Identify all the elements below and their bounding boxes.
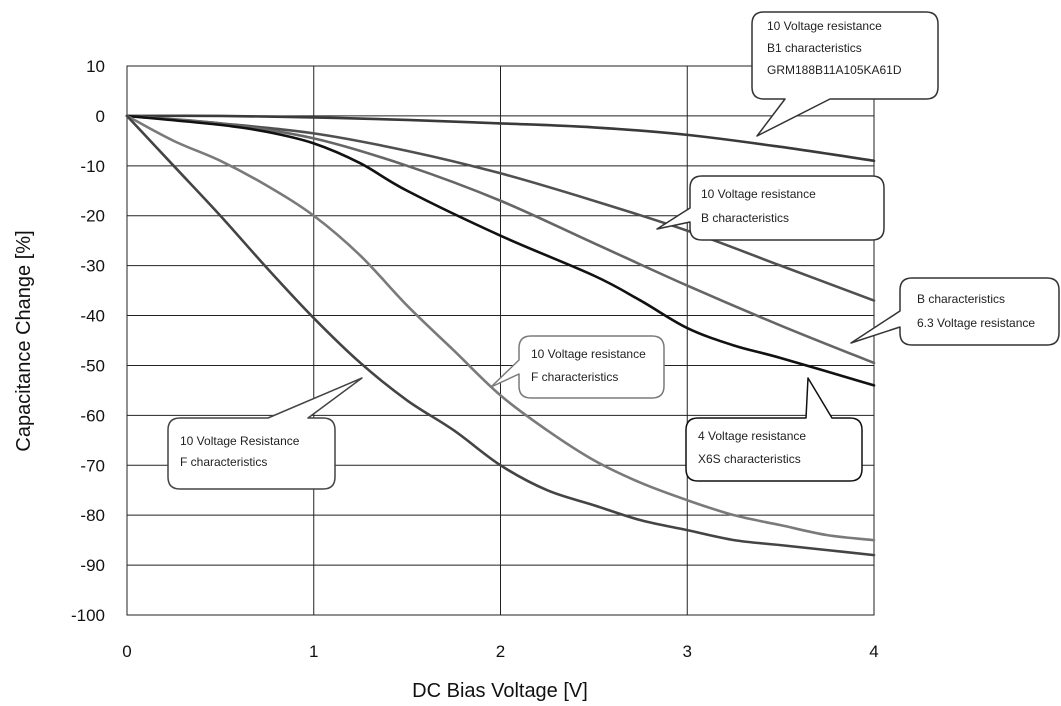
y-tick-label: -90 — [80, 556, 105, 575]
plot-area-frame — [126, 65, 875, 616]
y-tick-label: -20 — [80, 207, 105, 226]
callout-f-10v-gray-line1: 10 Voltage resistance — [531, 347, 646, 361]
x-tick-label: 1 — [309, 642, 318, 661]
y-tick-label: 10 — [86, 57, 105, 76]
callout-f-10v-dark-line2: F characteristics — [180, 455, 267, 469]
x-tick-label: 3 — [683, 642, 692, 661]
y-tick-label: -60 — [80, 406, 105, 425]
y-tick-label: -100 — [71, 606, 105, 625]
series-line-f-10v-dark — [125, 114, 876, 557]
y-tick-label: -50 — [80, 356, 105, 375]
callout-b1-10v-line2: B1 characteristics — [767, 41, 862, 55]
callout-x6s-4v-line1: 4 Voltage resistance — [698, 429, 806, 443]
y-tick-label: -30 — [80, 257, 105, 276]
callout-b-6.3v-line2: 6.3 Voltage resistance — [917, 316, 1035, 330]
callout-b-6.3v-line1: B characteristics — [917, 292, 1005, 306]
y-tick-label: -80 — [80, 506, 105, 525]
series-line-b1-10v — [125, 114, 876, 163]
grid — [126, 65, 875, 616]
y-tick-label: -70 — [80, 456, 105, 475]
callout-f-10v-gray: 10 Voltage resistance F characteristics — [490, 335, 665, 399]
y-tick-label: -40 — [80, 307, 105, 326]
series-line-f-10v-gray — [125, 114, 876, 542]
series-line-x6s-4v — [125, 114, 876, 387]
x-tick-label: 2 — [496, 642, 505, 661]
series-line-b-6.3v — [125, 114, 876, 365]
y-tick-label: -10 — [80, 157, 105, 176]
x-axis-title: DC Bias Voltage [V] — [412, 680, 588, 702]
callout-b-6.3v: B characteristics 6.3 Voltage resistance — [850, 277, 1060, 346]
callout-b1-10v-line1: 10 Voltage resistance — [767, 19, 882, 33]
series-layer — [125, 114, 876, 557]
y-tick-label: 0 — [96, 107, 105, 126]
callout-f-10v-dark-line1: 10 Voltage Resistance — [180, 434, 300, 448]
callout-b-10v-line1: 10 Voltage resistance — [701, 187, 816, 201]
x-tick-label: 0 — [122, 642, 131, 661]
callout-b-10v: 10 Voltage resistance B characteristics — [656, 175, 885, 241]
callout-x6s-4v: 4 Voltage resistance X6S characteristics — [685, 377, 863, 482]
x-tick-label: 4 — [869, 642, 878, 661]
callout-b-10v-line2: B characteristics — [701, 211, 789, 225]
tick-labels: 10 0 -10 -20 -30 -40 -50 -60 -70 -80 -90 -100 0 1 2 3 4 — [71, 57, 879, 661]
callout-b1-10v: 10 Voltage resistance B1 characteristics… — [751, 11, 939, 137]
callout-b1-10v-line3: GRM188B11A105KA61D — [767, 63, 902, 77]
callout-x6s-4v-line2: X6S characteristics — [698, 452, 801, 466]
callout-f-10v-gray-line2: F characteristics — [531, 370, 618, 384]
callout-f-10v-dark: 10 Voltage Resistance F characteristics — [167, 377, 363, 490]
y-axis-title: Capacitance Change [%] — [13, 230, 35, 451]
